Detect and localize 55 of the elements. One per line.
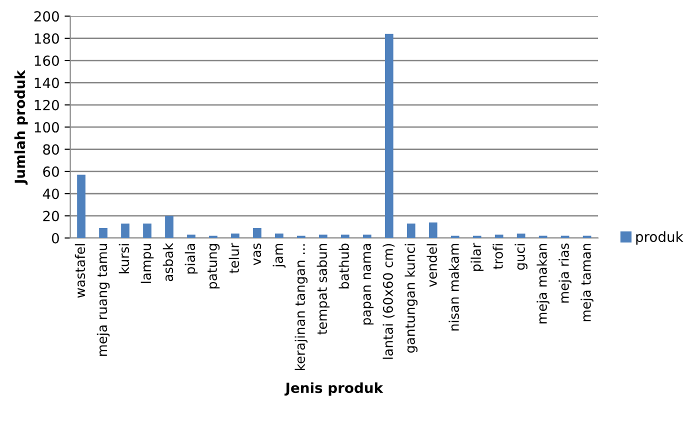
legend-label: produk — [636, 231, 684, 245]
bar — [187, 234, 196, 238]
y-tick-label: 140 — [34, 78, 59, 88]
x-axis-title: Jenis produk — [284, 382, 384, 396]
bar — [165, 216, 174, 238]
bar — [428, 222, 438, 238]
x-tick-label: meja makan — [536, 244, 550, 324]
x-tick-label: wastafel — [74, 244, 86, 298]
bar — [231, 234, 240, 238]
bar — [384, 34, 394, 238]
bar — [275, 234, 284, 238]
bar — [362, 234, 372, 238]
x-tick-label: lampu — [140, 244, 154, 283]
x-tick-label: telur — [228, 242, 240, 274]
x-tick-label: meja rias — [558, 244, 572, 303]
x-tick-label: papan nama — [363, 244, 374, 325]
x-tick-label: nisan makam — [448, 244, 459, 330]
y-tick-label: 200 — [34, 11, 59, 22]
y-axis-title: Jumlah produk — [14, 70, 28, 185]
y-tick-label: 180 — [34, 33, 59, 44]
x-tick-label: meja ruang tamu — [96, 244, 110, 356]
x-tick-label: meja taman — [580, 244, 594, 322]
x-tick-label: piala — [184, 244, 198, 274]
x-tick-label: pilar — [470, 242, 484, 271]
x-tick-label: kursi — [118, 244, 130, 274]
y-tick-label: 160 — [34, 55, 59, 66]
x-tick-label: gantungan kunci — [404, 244, 418, 353]
x-tick-label: vas — [253, 244, 262, 266]
bar — [143, 224, 152, 238]
y-tick-label: 0 — [52, 232, 59, 244]
x-tick-label: trofi — [492, 244, 503, 270]
y-tick-label: 120 — [34, 100, 59, 110]
y-tick-label: 60 — [43, 166, 59, 177]
x-tick-label: lantai (60x60 cm) — [382, 244, 395, 359]
bar — [494, 234, 504, 238]
y-tick-label: 100 — [34, 122, 59, 133]
x-tick-label: vendel — [426, 244, 437, 287]
bar — [516, 234, 526, 238]
bar — [253, 228, 262, 238]
bar — [99, 228, 108, 238]
y-tick-label: 20 — [43, 210, 59, 222]
bar — [121, 224, 130, 238]
bar — [318, 234, 328, 238]
bar — [406, 224, 416, 238]
x-tick-label: asbak — [162, 242, 174, 282]
bar — [77, 174, 86, 238]
y-tick-label: 80 — [43, 144, 59, 155]
x-tick-label: jam — [272, 244, 286, 268]
x-tick-label: bathub — [338, 244, 349, 288]
x-tick-label: tempat sabun — [316, 244, 330, 335]
x-tick-label: guci — [514, 244, 528, 270]
bar — [340, 234, 350, 238]
y-tick-label: 40 — [42, 188, 59, 200]
x-tick-label: kerajinan tangan ... — [294, 244, 308, 370]
x-tick-label: patung — [208, 244, 220, 288]
